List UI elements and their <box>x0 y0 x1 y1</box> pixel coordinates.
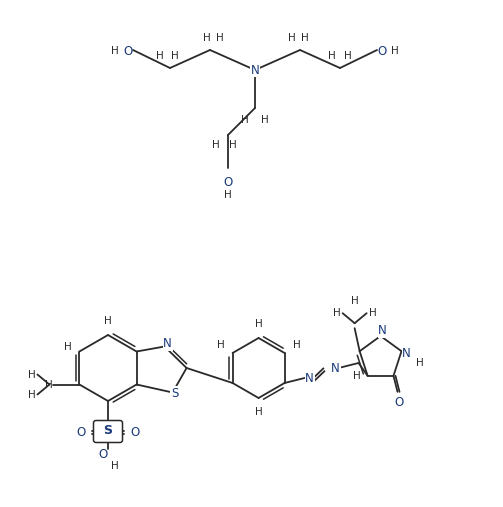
Text: H: H <box>328 51 336 61</box>
Text: H: H <box>241 115 249 125</box>
Text: N: N <box>163 337 172 350</box>
Text: H: H <box>293 340 300 350</box>
Text: H: H <box>261 115 269 125</box>
Text: H: H <box>203 33 211 43</box>
Text: H: H <box>369 308 377 318</box>
Text: O: O <box>76 425 86 439</box>
Text: H: H <box>415 358 424 368</box>
Text: H: H <box>216 33 224 43</box>
Text: N: N <box>250 63 260 77</box>
Text: H: H <box>224 190 232 200</box>
Text: O: O <box>123 45 133 57</box>
Text: N: N <box>378 324 387 338</box>
Text: H: H <box>288 33 296 43</box>
Text: S: S <box>104 424 113 438</box>
Text: O: O <box>223 175 232 189</box>
Text: H: H <box>156 51 164 61</box>
Text: H: H <box>28 370 35 380</box>
Text: O: O <box>395 396 404 409</box>
Text: H: H <box>353 371 361 381</box>
Text: H: H <box>255 407 263 417</box>
Text: N: N <box>331 361 340 375</box>
Text: H: H <box>255 319 263 329</box>
Text: H: H <box>333 308 341 318</box>
Text: H: H <box>171 51 179 61</box>
Text: H: H <box>111 461 119 471</box>
Text: H: H <box>45 380 52 389</box>
Text: H: H <box>301 33 309 43</box>
Text: H: H <box>63 343 71 352</box>
Text: O: O <box>99 448 108 460</box>
Text: H: H <box>28 389 35 400</box>
Text: H: H <box>212 140 220 150</box>
Text: O: O <box>130 425 140 439</box>
Text: H: H <box>351 296 359 306</box>
Text: O: O <box>377 45 387 57</box>
FancyBboxPatch shape <box>94 420 123 443</box>
Text: H: H <box>111 46 119 56</box>
Text: N: N <box>402 347 411 359</box>
Text: H: H <box>104 316 112 326</box>
Text: H: H <box>344 51 352 61</box>
Text: H: H <box>391 46 399 56</box>
Text: H: H <box>217 340 224 350</box>
Text: N: N <box>305 372 314 384</box>
Text: S: S <box>171 387 178 400</box>
Text: H: H <box>229 140 237 150</box>
